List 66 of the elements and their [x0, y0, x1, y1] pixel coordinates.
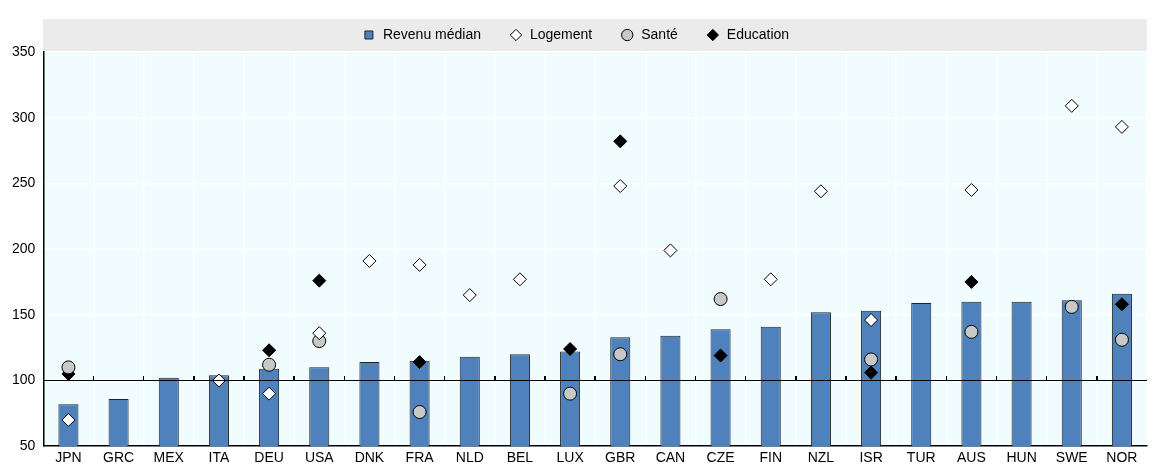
- point: [312, 326, 327, 341]
- point: [412, 355, 427, 370]
- point: [813, 184, 828, 199]
- x-tick-label: BEL: [506, 449, 534, 466]
- point: [1114, 297, 1129, 312]
- point: [262, 343, 277, 358]
- x-tick-label: JPN: [55, 449, 82, 466]
- x-tick-label: GRC: [103, 449, 135, 466]
- legend-label: Education: [726, 25, 790, 42]
- x-tick-label: MEX: [153, 449, 185, 466]
- x-tick-label: ISR: [859, 449, 883, 466]
- point: [663, 243, 678, 258]
- point: [563, 386, 578, 401]
- x-tick-label: USA: [304, 449, 335, 466]
- point: [1114, 332, 1129, 347]
- x-tick-label: CAN: [655, 449, 686, 466]
- x-tick-label: AUS: [957, 449, 986, 466]
- point: [613, 347, 628, 362]
- point: [713, 292, 728, 307]
- point: [864, 313, 879, 328]
- y-tick-label: 250: [12, 174, 36, 191]
- y-tick-label: 350: [12, 42, 36, 59]
- point: [864, 365, 879, 380]
- x-tick-label: ITA: [208, 449, 230, 466]
- x-tick-label: SWE: [1055, 449, 1088, 466]
- point: [964, 182, 979, 197]
- point: [312, 273, 327, 288]
- x-tick-label: DEU: [254, 449, 284, 466]
- x-tick-label: LUX: [556, 449, 585, 466]
- point: [262, 386, 277, 401]
- x-tick-label: NOR: [1106, 449, 1138, 466]
- x-tick-label: NLD: [455, 449, 484, 466]
- x-tick-label: NZL: [807, 449, 835, 466]
- point: [964, 324, 979, 339]
- x-tick-label: DNK: [354, 449, 385, 466]
- point: [412, 405, 427, 420]
- x-tick-label: FRA: [405, 449, 435, 466]
- x-tick-label: GBR: [605, 449, 636, 466]
- point: [512, 272, 527, 287]
- y-tick-label: 100: [12, 371, 36, 388]
- point: [1064, 299, 1079, 314]
- x-tick-label: HUN: [1006, 449, 1037, 466]
- point: [1064, 98, 1079, 113]
- point: [864, 352, 879, 367]
- point: [964, 274, 979, 289]
- point: [613, 134, 628, 149]
- point: [713, 348, 728, 363]
- legend-label: Revenu médian: [382, 25, 481, 42]
- point: [61, 360, 76, 375]
- x-tick-label: TUR: [906, 449, 936, 466]
- y-tick-label: 50: [19, 437, 36, 454]
- point: [563, 341, 578, 356]
- y-tick-label: 300: [12, 108, 36, 125]
- point: [262, 357, 277, 372]
- legend-label: Santé: [641, 25, 679, 42]
- point: [412, 257, 427, 272]
- point: [763, 272, 778, 287]
- point: [613, 179, 628, 194]
- y-tick-label: 200: [12, 239, 36, 256]
- y-tick-label: 150: [12, 305, 36, 322]
- legend-label: Logement: [529, 25, 593, 42]
- point: [462, 288, 477, 303]
- x-tick-label: CZE: [706, 449, 735, 466]
- x-tick-label: FIN: [759, 449, 783, 466]
- point: [1114, 119, 1129, 134]
- point: [362, 253, 377, 268]
